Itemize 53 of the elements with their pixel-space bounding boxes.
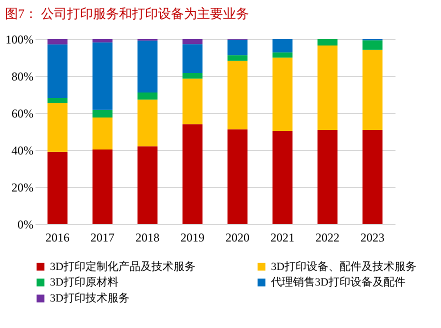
x-tick-label: 2018 <box>136 230 160 244</box>
bar <box>48 44 68 98</box>
y-tick-label: 80% <box>12 70 34 84</box>
bar <box>182 124 202 224</box>
bar <box>182 39 202 44</box>
bar <box>92 117 112 150</box>
x-tick-label: 2022 <box>316 230 340 244</box>
bar <box>228 129 248 224</box>
bar <box>92 110 112 118</box>
bar <box>92 42 112 110</box>
legend-label: 3D打印原材料 <box>50 276 118 288</box>
bar <box>138 40 158 92</box>
legend-label: 3D打印设备、配件及技术服务 <box>271 260 416 273</box>
bar <box>48 152 68 224</box>
bar <box>228 60 248 130</box>
bar <box>228 40 248 56</box>
x-tick-label: 2019 <box>180 230 204 244</box>
bar <box>182 78 202 124</box>
y-tick-label: 20% <box>12 180 34 194</box>
bar <box>362 50 382 130</box>
bar <box>48 98 68 104</box>
bar <box>92 149 112 224</box>
bar <box>182 73 202 79</box>
bar <box>272 52 292 58</box>
bar <box>138 100 158 146</box>
x-tick-label: 2016 <box>46 230 70 244</box>
bar <box>318 130 338 224</box>
y-tick-label: 40% <box>12 144 34 158</box>
bar <box>48 103 68 152</box>
x-tick-label: 2017 <box>90 230 114 244</box>
bar <box>182 44 202 74</box>
bar <box>362 130 382 224</box>
x-tick-label: 2021 <box>270 230 294 244</box>
bar <box>362 40 382 50</box>
bar <box>138 146 158 224</box>
bar <box>272 130 292 224</box>
bar <box>318 39 338 46</box>
y-tick-label: 0% <box>18 218 34 232</box>
y-tick-label: 60% <box>12 106 34 120</box>
bar <box>48 39 68 44</box>
bar <box>318 45 338 130</box>
bar <box>272 39 292 52</box>
x-tick-label: 2023 <box>360 230 384 244</box>
bar <box>272 58 292 131</box>
bar <box>138 92 158 100</box>
legend-label: 代理销售3D打印设备及配件 <box>270 276 406 288</box>
bar <box>92 39 112 42</box>
y-tick-label: 100% <box>6 32 34 46</box>
legend-label: 3D打印定制化产品及技术服务 <box>50 260 196 273</box>
bar <box>228 55 248 61</box>
x-tick-label: 2020 <box>226 230 250 244</box>
legend-label: 3D打印技术服务 <box>50 292 130 304</box>
chart-title: 图7： 公司打印服务和打印设备为主要业务 <box>5 6 249 21</box>
